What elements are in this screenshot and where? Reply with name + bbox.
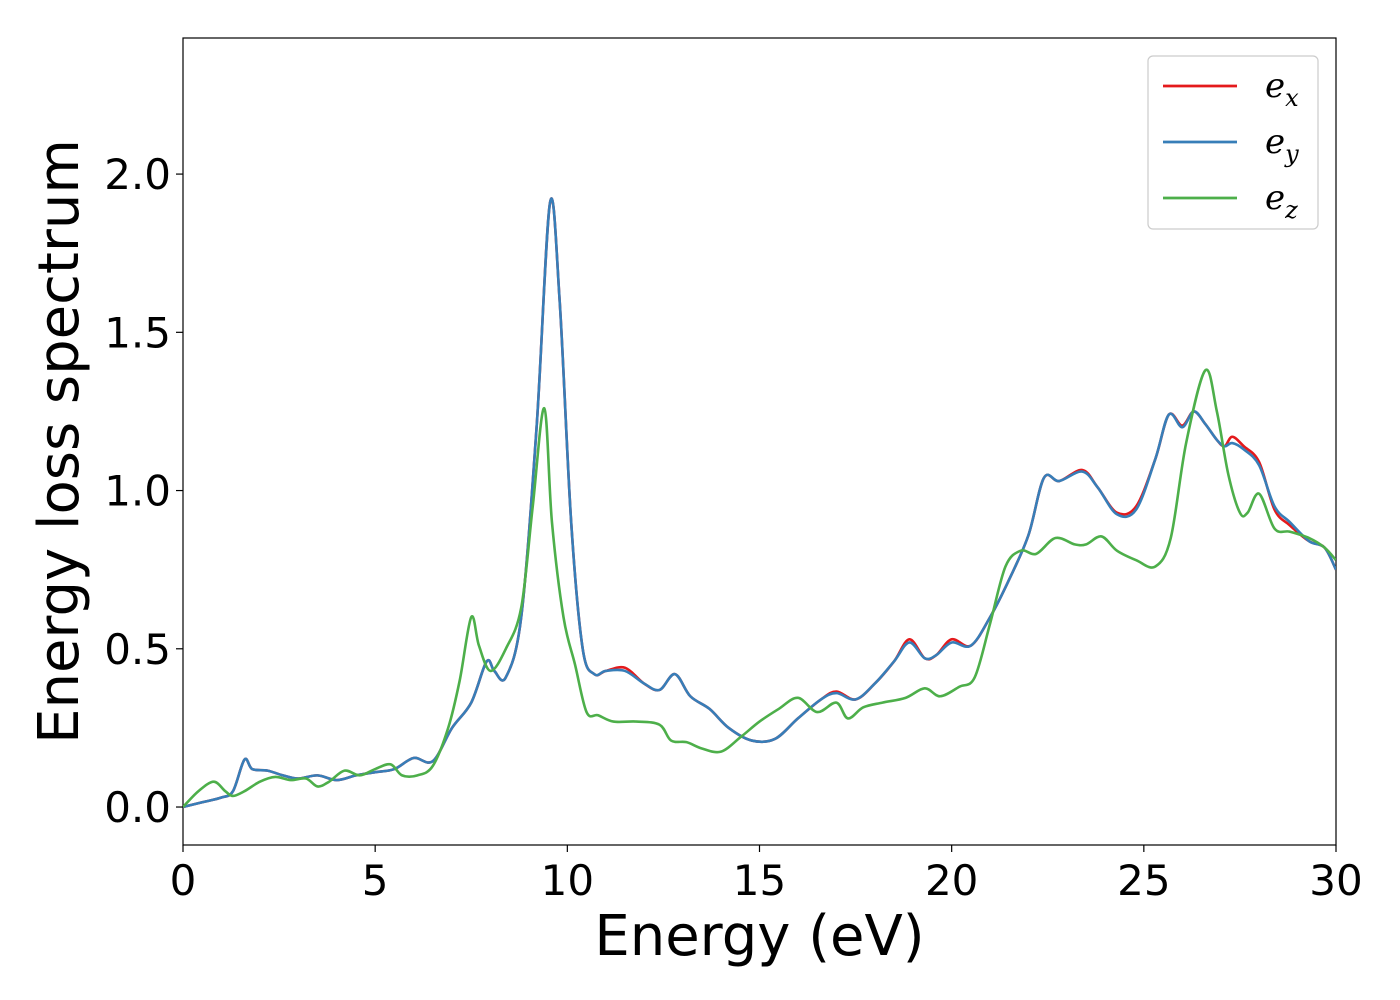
x-tick-label: 0 bbox=[170, 856, 197, 905]
x-tick-label: 25 bbox=[1117, 856, 1170, 905]
y-tick-label: 1.0 bbox=[104, 467, 171, 516]
y-axis-title: Energy loss spectrum bbox=[27, 139, 92, 744]
legend-label-z: ez bbox=[1265, 178, 1298, 224]
y-axis-ticks: 0.0 0.5 1.0 1.5 2.0 bbox=[104, 150, 183, 832]
x-tick-label: 20 bbox=[925, 856, 978, 905]
x-tick-label: 5 bbox=[362, 856, 389, 905]
y-tick-label: 0.0 bbox=[104, 783, 171, 832]
x-axis-ticks: 0 5 10 15 20 25 30 bbox=[170, 845, 1363, 905]
legend: ex ey ez bbox=[1147, 55, 1319, 230]
series-line-x bbox=[183, 197, 1336, 809]
x-tick-label: 10 bbox=[541, 856, 594, 905]
y-tick-label: 2.0 bbox=[104, 150, 171, 199]
series-line-y bbox=[183, 197, 1336, 809]
series-line-z bbox=[183, 368, 1336, 808]
x-tick-label: 30 bbox=[1309, 856, 1362, 905]
legend-label-x: ex bbox=[1265, 66, 1299, 112]
y-tick-label: 1.5 bbox=[104, 308, 171, 357]
x-tick-label: 15 bbox=[733, 856, 786, 905]
legend-label-y: ey bbox=[1265, 122, 1299, 168]
x-axis-title: Energy (eV) bbox=[594, 904, 924, 969]
series-layer bbox=[183, 197, 1336, 809]
y-tick-label: 0.5 bbox=[104, 625, 171, 674]
